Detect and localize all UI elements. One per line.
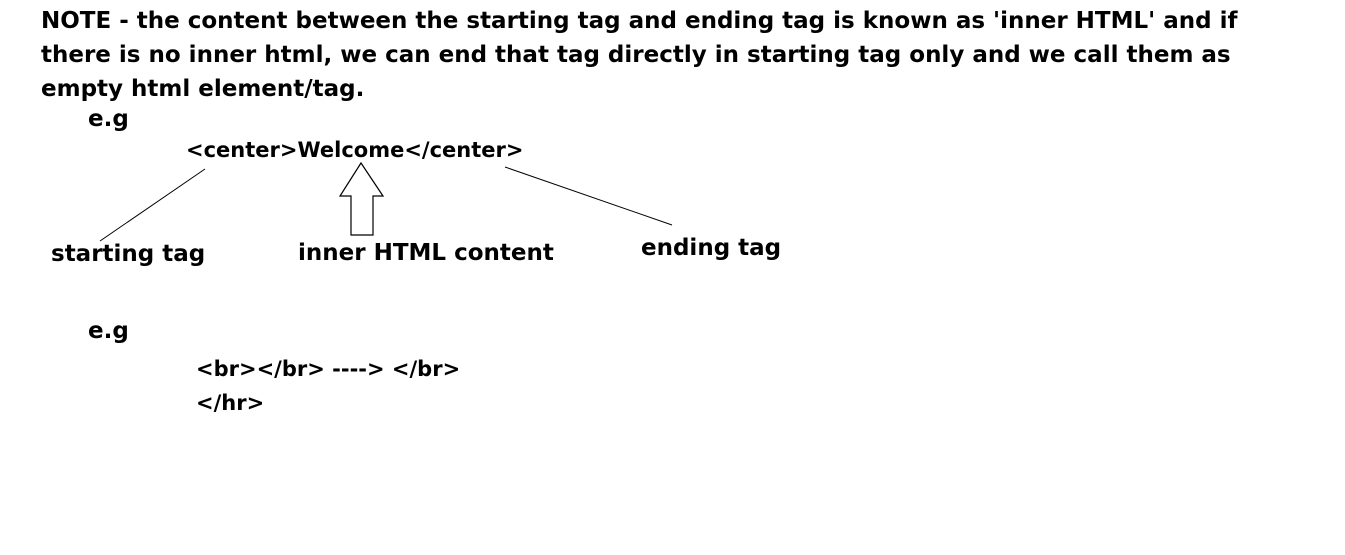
- note-paragraph: NOTE - the content between the starting …: [41, 4, 1301, 106]
- inner-html-label: inner HTML content: [298, 240, 554, 266]
- note-line-3: empty html element/tag.: [41, 76, 365, 102]
- note-line-2: there is no inner html, we can end that …: [41, 42, 1231, 68]
- ending-tag-label: ending tag: [641, 235, 782, 261]
- example-2-label: e.g: [88, 318, 129, 344]
- inner-html-up-arrow: [338, 161, 385, 236]
- center-tag-code: <center>Welcome</center>: [186, 138, 524, 162]
- br-tag-code: <br></br> ----> </br>: [196, 357, 461, 381]
- note-line-1: NOTE - the content between the starting …: [41, 8, 1238, 34]
- hr-tag-code: </hr>: [196, 391, 265, 415]
- example-1-label: e.g: [88, 106, 129, 132]
- ending-tag-pointer-line: [504, 166, 673, 226]
- starting-tag-pointer-line: [99, 168, 206, 242]
- starting-tag-label: starting tag: [51, 241, 206, 267]
